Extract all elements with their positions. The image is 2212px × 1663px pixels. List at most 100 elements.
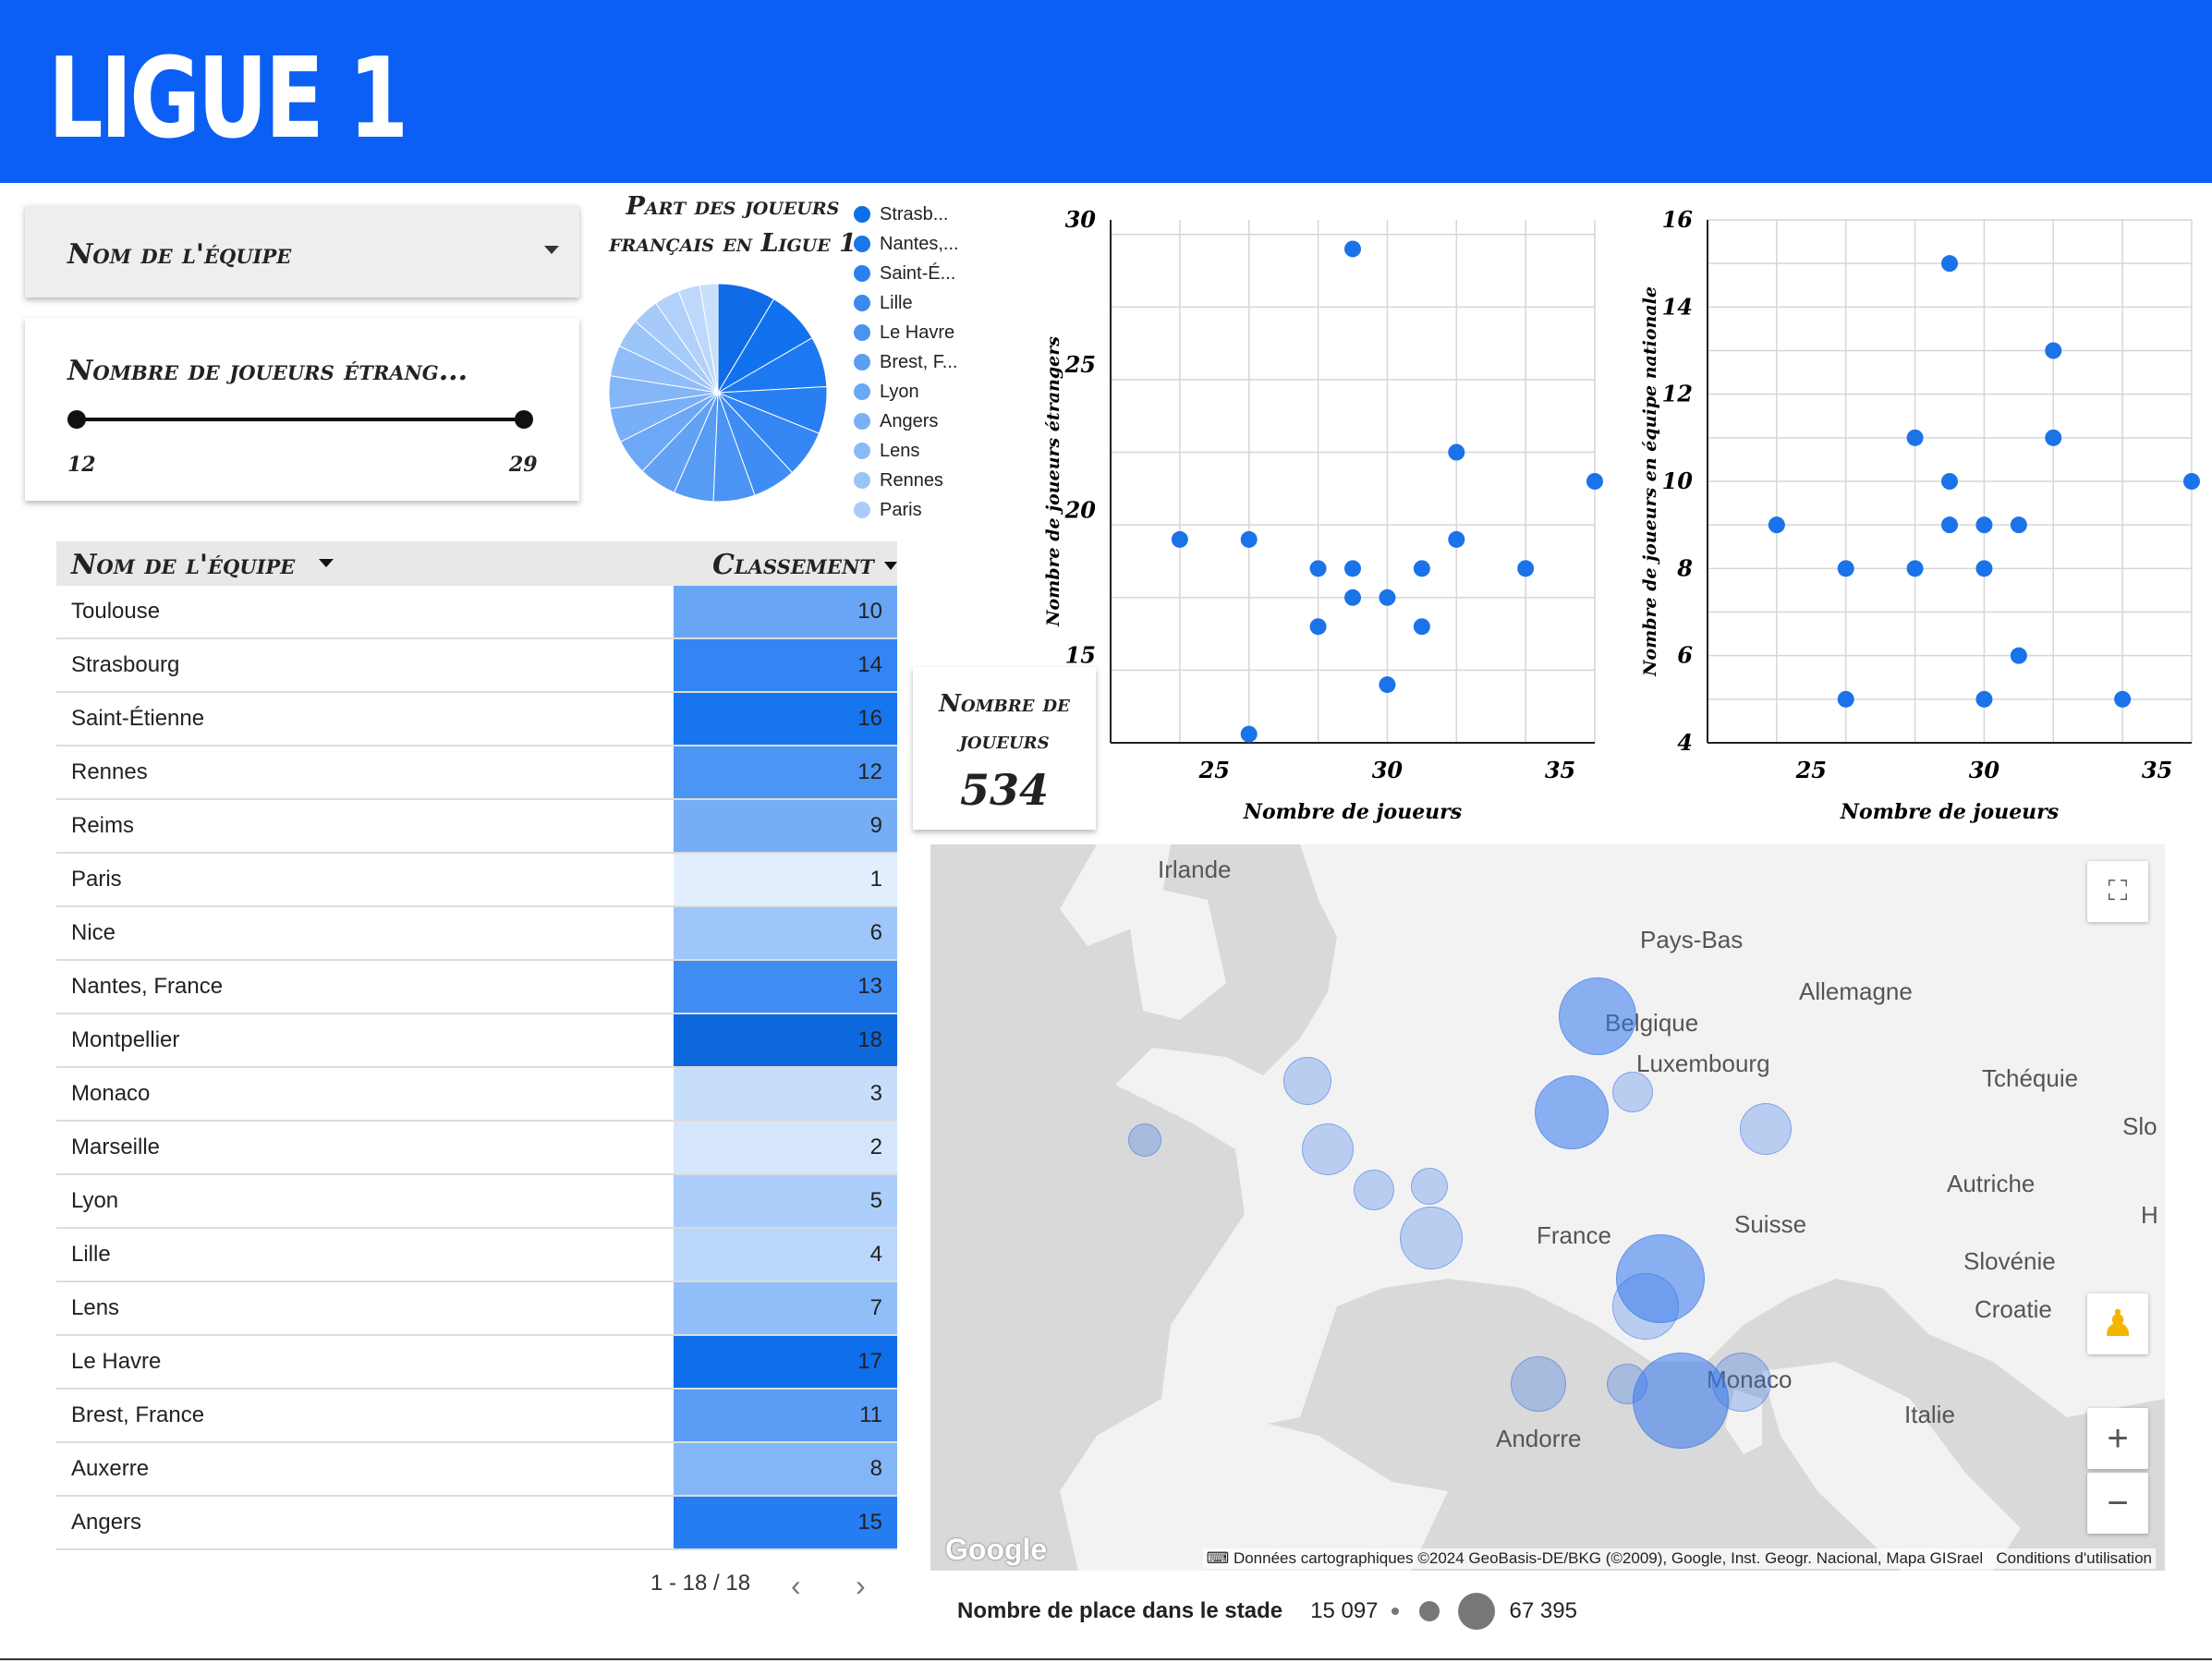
scatter-point[interactable] (1309, 560, 1327, 577)
scatter-point[interactable] (1448, 443, 1465, 461)
team-filter-dropdown[interactable]: Nom de l'équipe (25, 205, 579, 297)
scatter-point[interactable] (1240, 530, 1258, 548)
scatter-chart-national[interactable]: 25 30 35 4 6 8 10 12 14 16 Nombre de joueurs Nombre… (1623, 198, 2212, 826)
legend-item[interactable]: Saint-É... (854, 259, 974, 288)
legend-item[interactable]: Le Havre (854, 318, 974, 347)
legend-item[interactable]: Strasb... (854, 200, 974, 229)
scatter-point[interactable] (1586, 473, 1603, 490)
scatter-point[interactable] (1975, 690, 1993, 708)
table-row[interactable]: Paris 1 (56, 854, 897, 907)
stadium-bubble[interactable] (1128, 1123, 1161, 1157)
scatter-point[interactable] (1413, 618, 1430, 636)
scatter-point[interactable] (1240, 725, 1258, 743)
stadium-bubble[interactable] (1511, 1356, 1566, 1412)
fullscreen-icon[interactable]: ⛶ (2087, 861, 2148, 922)
slider-max-handle[interactable] (515, 410, 533, 429)
scatter-point[interactable] (1344, 589, 1361, 606)
scatter-point[interactable] (2183, 473, 2200, 490)
table-row[interactable]: Toulouse 10 (56, 586, 897, 639)
scatter-point[interactable] (1837, 560, 1854, 577)
table-row[interactable]: Lyon 5 (56, 1175, 897, 1229)
zoom-in-button[interactable]: + (2087, 1408, 2148, 1469)
keyboard-icon[interactable]: ⌨ (1206, 1549, 1230, 1567)
table-row[interactable]: Montpellier 18 (56, 1014, 897, 1068)
scatter-point[interactable] (1906, 429, 1924, 446)
scatter-point[interactable] (1941, 473, 1958, 490)
legend-item[interactable]: Paris (854, 495, 974, 525)
table-row[interactable]: Rennes 12 (56, 747, 897, 800)
scatter-chart-foreign[interactable]: 25 30 35 15 20 25 30 Nombre de joueurs Nombre de… (1026, 198, 1617, 826)
scatter-point[interactable] (1171, 530, 1188, 548)
scatter-point[interactable] (1344, 560, 1361, 577)
street-view-pegman-icon[interactable]: ♟ (2087, 1293, 2148, 1354)
col-header-rank[interactable]: Classement (712, 549, 874, 581)
table-row[interactable]: Angers 15 (56, 1497, 897, 1550)
legend-item[interactable]: Angers (854, 407, 974, 436)
legend-item[interactable]: Lens (854, 436, 974, 466)
table-row[interactable]: Nantes, France 13 (56, 961, 897, 1014)
stadium-bubble[interactable] (1535, 1075, 1609, 1149)
scatter-point[interactable] (1975, 560, 1993, 577)
scatter-point[interactable] (1975, 516, 1993, 534)
scatter-point[interactable] (1517, 560, 1535, 577)
stadium-bubble[interactable] (1612, 1273, 1679, 1340)
table-row[interactable]: Reims 9 (56, 800, 897, 854)
range-slider-track[interactable] (67, 410, 533, 429)
scatter-point[interactable] (1413, 560, 1430, 577)
chevron-right-icon[interactable]: › (856, 1569, 866, 1602)
legend-item[interactable]: Nantes,... (854, 229, 974, 259)
pie-slice[interactable] (699, 283, 719, 394)
stadium-bubble[interactable] (1283, 1057, 1331, 1105)
scatter-point[interactable] (2114, 690, 2132, 708)
scatter-point[interactable] (2045, 342, 2062, 359)
table-row[interactable]: Le Havre 17 (56, 1336, 897, 1390)
chevron-left-icon[interactable]: ‹ (791, 1569, 801, 1602)
table-row[interactable]: Lens 7 (56, 1282, 897, 1336)
legend-item[interactable]: Brest, F... (854, 347, 974, 377)
table-row[interactable]: Strasbourg 14 (56, 639, 897, 693)
stadium-bubble[interactable] (1740, 1103, 1792, 1155)
zoom-out-button[interactable]: − (2087, 1473, 2148, 1534)
scatter-point[interactable] (1379, 676, 1396, 694)
rank-cell: 10 (674, 586, 897, 637)
stadium-bubble[interactable] (1559, 977, 1636, 1055)
legend-item[interactable]: Lille (854, 288, 974, 318)
table-row[interactable]: Brest, France 11 (56, 1390, 897, 1443)
table-row[interactable]: Saint-Étienne 16 (56, 693, 897, 747)
sort-caret-icon[interactable] (319, 559, 334, 567)
col-header-name[interactable]: Nom de l'équipe (71, 549, 296, 581)
stadium-bubble[interactable] (1302, 1123, 1354, 1175)
chevron-down-icon[interactable] (544, 246, 559, 254)
table-row[interactable]: Lille 4 (56, 1229, 897, 1282)
pie-chart[interactable] (606, 281, 830, 504)
scatter-point[interactable] (2045, 429, 2062, 446)
legend-item[interactable]: Lyon (854, 377, 974, 407)
sort-caret-icon[interactable] (884, 562, 897, 570)
scatter-point[interactable] (1906, 560, 1924, 577)
legend-item[interactable]: Rennes (854, 466, 974, 495)
scatter-point[interactable] (1309, 618, 1327, 636)
scatter-point[interactable] (2010, 647, 2027, 664)
stadium-bubble[interactable] (1411, 1168, 1448, 1205)
table-row[interactable]: Monaco 3 (56, 1068, 897, 1122)
legend-label: Angers (880, 410, 939, 431)
scatter-point[interactable] (2010, 516, 2027, 534)
bubble-map[interactable]: Irlande Pays-Bas Allemagne Belgique Luxembou… (930, 844, 2165, 1571)
legend-dot (854, 472, 870, 489)
slider-min-handle[interactable] (67, 410, 86, 429)
scatter-point[interactable] (1344, 240, 1361, 258)
scatter-point[interactable] (1379, 589, 1396, 606)
stadium-bubble[interactable] (1633, 1353, 1729, 1449)
table-row[interactable]: Auxerre 8 (56, 1443, 897, 1497)
scatter-point[interactable] (1941, 516, 1958, 534)
stadium-bubble[interactable] (1400, 1207, 1463, 1269)
table-row[interactable]: Marseille 2 (56, 1122, 897, 1175)
table-row[interactable]: Nice 6 (56, 907, 897, 961)
scatter-point[interactable] (1941, 255, 1958, 273)
scatter-point[interactable] (1448, 530, 1465, 548)
scatter-point[interactable] (1837, 690, 1854, 708)
stadium-bubble[interactable] (1612, 1072, 1653, 1112)
stadium-bubble[interactable] (1354, 1170, 1394, 1210)
scatter-point[interactable] (1768, 516, 1785, 534)
terms-link[interactable]: Conditions d'utilisation (1996, 1549, 2152, 1567)
